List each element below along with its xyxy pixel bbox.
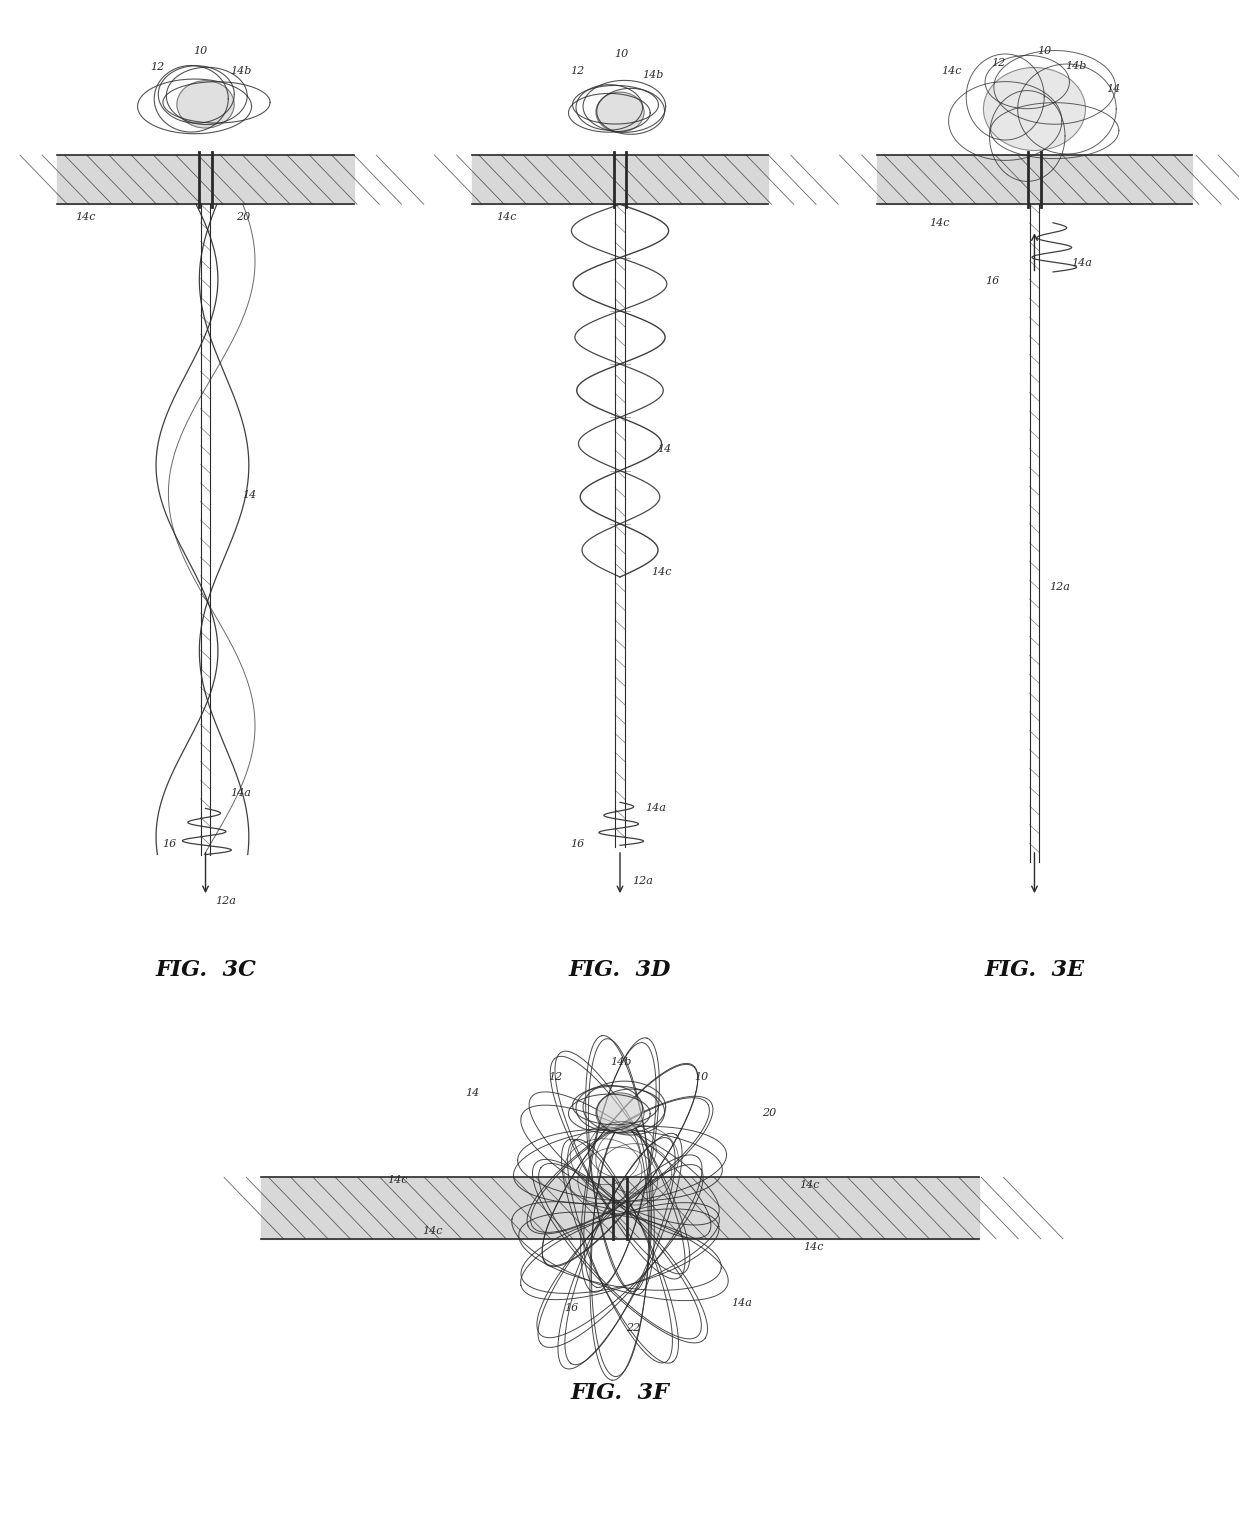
Text: 12: 12	[570, 66, 585, 75]
Text: 12: 12	[548, 1072, 563, 1083]
Ellipse shape	[596, 92, 644, 132]
Text: 20: 20	[237, 211, 250, 222]
Text: 14b: 14b	[1065, 62, 1086, 71]
Polygon shape	[471, 156, 769, 205]
Text: 14c: 14c	[929, 217, 950, 228]
Text: 12a: 12a	[216, 896, 237, 906]
Text: 14c: 14c	[387, 1175, 408, 1186]
Text: 22: 22	[626, 1323, 640, 1334]
Ellipse shape	[596, 1093, 644, 1133]
Polygon shape	[262, 1178, 978, 1238]
Text: 14c: 14c	[422, 1226, 443, 1237]
Text: 14b: 14b	[642, 71, 663, 80]
Text: 14a: 14a	[732, 1298, 753, 1309]
Text: 12a: 12a	[1049, 582, 1070, 591]
Text: 12: 12	[150, 63, 164, 72]
Text: 14c: 14c	[800, 1180, 820, 1190]
Text: 14: 14	[657, 444, 671, 454]
Text: 10: 10	[694, 1072, 708, 1083]
Text: 14b: 14b	[610, 1056, 631, 1067]
Text: 14c: 14c	[804, 1241, 823, 1252]
Text: 14a: 14a	[1071, 257, 1092, 268]
Text: 14c: 14c	[651, 567, 671, 576]
Text: 14a: 14a	[645, 804, 666, 813]
Text: 12: 12	[991, 59, 1006, 68]
Ellipse shape	[177, 80, 234, 128]
Text: 14c: 14c	[941, 66, 962, 75]
Text: 16: 16	[570, 839, 585, 849]
Text: 16: 16	[985, 276, 999, 286]
Text: 16: 16	[162, 839, 176, 849]
Text: 14b: 14b	[231, 66, 252, 75]
Text: 20: 20	[763, 1107, 776, 1118]
Text: 14: 14	[465, 1087, 480, 1098]
Text: 16: 16	[564, 1303, 579, 1314]
Text: 12a: 12a	[632, 876, 653, 885]
Polygon shape	[57, 156, 353, 205]
Text: 10: 10	[193, 46, 207, 55]
Ellipse shape	[983, 68, 1085, 151]
Text: 14: 14	[243, 490, 257, 501]
Text: FIG.  3C: FIG. 3C	[155, 959, 255, 981]
Text: FIG.  3F: FIG. 3F	[570, 1381, 670, 1403]
Text: 10: 10	[614, 49, 629, 59]
Polygon shape	[877, 156, 1192, 205]
Text: 14a: 14a	[231, 788, 252, 798]
Text: FIG.  3E: FIG. 3E	[985, 959, 1085, 981]
Text: 10: 10	[1037, 46, 1052, 55]
Text: 14c: 14c	[76, 211, 97, 222]
Text: FIG.  3D: FIG. 3D	[569, 959, 671, 981]
Text: 14c: 14c	[496, 211, 517, 222]
Text: 14: 14	[1106, 85, 1121, 94]
